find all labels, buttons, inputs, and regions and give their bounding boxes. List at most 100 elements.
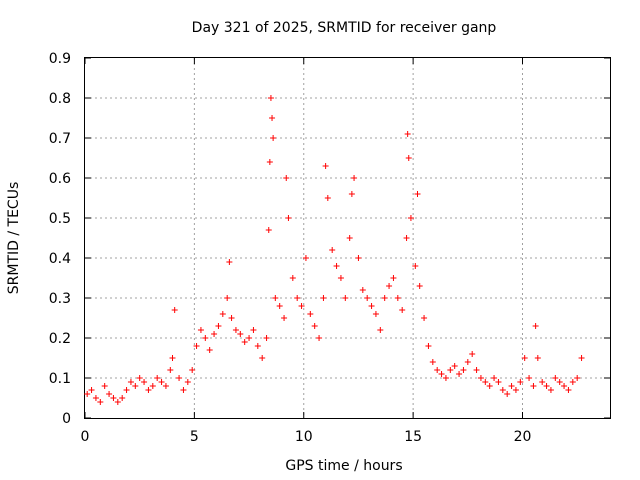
data-point xyxy=(407,215,414,221)
data-point xyxy=(294,295,301,301)
data-point xyxy=(162,383,169,389)
data-point xyxy=(114,399,121,405)
data-point xyxy=(532,323,539,329)
data-point xyxy=(434,367,441,373)
data-point xyxy=(97,399,104,405)
data-point xyxy=(447,367,454,373)
data-point xyxy=(499,387,506,393)
data-point xyxy=(405,155,412,161)
data-point xyxy=(526,375,533,381)
data-point xyxy=(530,383,537,389)
data-point xyxy=(342,295,349,301)
data-point xyxy=(320,295,327,301)
data-point xyxy=(473,367,480,373)
data-point xyxy=(324,195,331,201)
data-point xyxy=(106,391,113,397)
data-point xyxy=(246,335,253,341)
data-point xyxy=(421,315,428,321)
data-point xyxy=(429,359,436,365)
data-point xyxy=(543,383,550,389)
data-point xyxy=(322,163,329,169)
data-point xyxy=(228,315,235,321)
data-point xyxy=(508,383,515,389)
data-point xyxy=(399,307,406,313)
data-point xyxy=(132,383,139,389)
data-point xyxy=(569,379,576,385)
data-point xyxy=(486,383,493,389)
data-point xyxy=(307,311,314,317)
x-tick-label: 10 xyxy=(295,429,313,445)
data-point xyxy=(364,295,371,301)
data-point xyxy=(394,295,401,301)
data-point xyxy=(574,375,581,381)
data-point xyxy=(556,379,563,385)
data-point xyxy=(539,379,546,385)
data-point xyxy=(386,283,393,289)
y-tick-label: 0.9 xyxy=(49,51,71,67)
data-point xyxy=(101,383,108,389)
data-point xyxy=(154,375,161,381)
data-point xyxy=(215,323,222,329)
data-point xyxy=(276,303,283,309)
data-point xyxy=(136,375,143,381)
data-point xyxy=(259,355,266,361)
data-point xyxy=(412,263,419,269)
data-point xyxy=(390,275,397,281)
data-point xyxy=(416,283,423,289)
data-point xyxy=(110,395,117,401)
x-tick-label: 15 xyxy=(404,429,422,445)
data-point xyxy=(197,327,204,333)
data-point xyxy=(547,387,554,393)
data-point xyxy=(491,375,498,381)
data-point xyxy=(263,335,270,341)
data-point xyxy=(348,191,355,197)
data-point xyxy=(565,387,572,393)
data-point xyxy=(270,135,277,141)
data-point xyxy=(141,379,148,385)
data-point xyxy=(377,327,384,333)
data-point xyxy=(442,375,449,381)
y-tick-label: 0.7 xyxy=(49,131,71,147)
data-point xyxy=(469,351,476,357)
data-point xyxy=(333,263,340,269)
data-point xyxy=(552,375,559,381)
data-point xyxy=(337,275,344,281)
data-point xyxy=(534,355,541,361)
data-point xyxy=(464,359,471,365)
y-tick-label: 0.4 xyxy=(49,251,71,267)
data-point xyxy=(226,259,233,265)
data-point xyxy=(521,355,528,361)
data-point xyxy=(241,339,248,345)
data-point xyxy=(368,303,375,309)
y-axis: 0 0.1 0.2 0.3 0.4 0.5 0.6 0.7 0.8 0.9 xyxy=(49,51,610,427)
data-point xyxy=(456,371,463,377)
data-point xyxy=(578,355,585,361)
data-point xyxy=(202,335,209,341)
x-tick-label: 5 xyxy=(190,429,199,445)
data-point xyxy=(266,159,273,165)
data-point xyxy=(265,227,272,233)
data-point xyxy=(119,395,126,401)
data-point xyxy=(316,335,323,341)
data-point xyxy=(149,383,156,389)
data-point xyxy=(92,395,99,401)
x-tick-label: 20 xyxy=(514,429,532,445)
data-points xyxy=(84,95,585,405)
data-point xyxy=(283,175,290,181)
data-point xyxy=(193,343,200,349)
data-point xyxy=(169,355,176,361)
data-point xyxy=(224,295,231,301)
data-point xyxy=(495,379,502,385)
data-point xyxy=(359,287,366,293)
data-point xyxy=(145,387,152,393)
y-tick-label: 0.3 xyxy=(49,291,71,307)
data-point xyxy=(123,387,130,393)
data-point xyxy=(504,391,511,397)
data-point xyxy=(517,379,524,385)
data-point xyxy=(127,379,134,385)
data-point xyxy=(84,391,91,397)
data-point xyxy=(289,275,296,281)
data-point xyxy=(180,387,187,393)
data-point xyxy=(329,247,336,253)
data-point xyxy=(482,379,489,385)
